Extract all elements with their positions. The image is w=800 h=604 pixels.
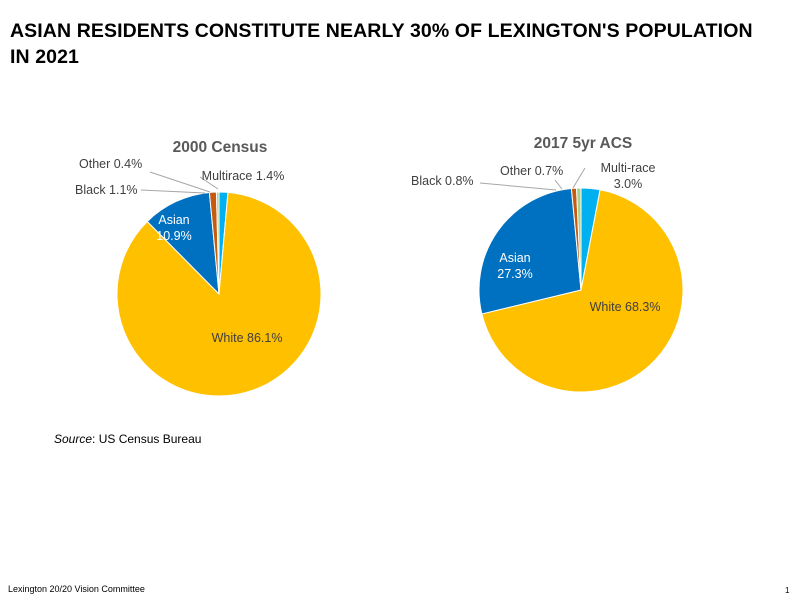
data-label-other: Other 0.7% bbox=[500, 164, 563, 178]
page-number: 1 bbox=[785, 586, 790, 595]
data-label-white: White 68.3% bbox=[590, 300, 661, 314]
source-text: : US Census Bureau bbox=[92, 432, 202, 446]
data-label-asian: Asian 10.9% bbox=[156, 213, 191, 243]
leader-line-multi bbox=[199, 176, 219, 190]
source-note: Source: US Census Bureau bbox=[54, 432, 201, 446]
pie-slice-other bbox=[575, 187, 582, 291]
pie-slice-white bbox=[481, 189, 684, 393]
leader-line-other bbox=[149, 171, 211, 193]
pie-chart-2017-acs: 2017 5yr ACS Multi-race 3.0% White 68.3% Asi… bbox=[411, 135, 684, 393]
data-label-asian: Asian 27.3% bbox=[497, 251, 532, 281]
pie-slice-asian bbox=[146, 191, 220, 296]
leader-line-multi bbox=[572, 167, 586, 189]
slide-title: ASIAN RESIDENTS CONSTITUTE NEARLY 30% OF… bbox=[10, 20, 753, 68]
leader-line-black bbox=[140, 189, 206, 194]
leader-line-other bbox=[554, 179, 563, 190]
footer-text: Lexington 20/20 Vision Committee bbox=[8, 584, 145, 594]
data-label-multi: Multirace 1.4% bbox=[202, 169, 285, 183]
pie-chart-2000-census: 2000 Census Multirace 1.4% White 86.1% Asia… bbox=[75, 139, 322, 397]
chart-title: 2000 Census bbox=[173, 139, 268, 156]
data-label-other: Other 0.4% bbox=[79, 157, 142, 171]
leader-line-black bbox=[479, 182, 557, 191]
source-label: Source bbox=[54, 432, 93, 446]
pie-slice-asian bbox=[478, 187, 582, 315]
data-label-black: Black 1.1% bbox=[75, 183, 138, 197]
chart-title: 2017 5yr ACS bbox=[534, 135, 633, 152]
pie-slice-other bbox=[215, 191, 220, 295]
data-label-black: Black 0.8% bbox=[411, 174, 474, 188]
data-label-multi: Multi-race 3.0% bbox=[601, 161, 656, 191]
data-label-white: White 86.1% bbox=[212, 331, 283, 345]
